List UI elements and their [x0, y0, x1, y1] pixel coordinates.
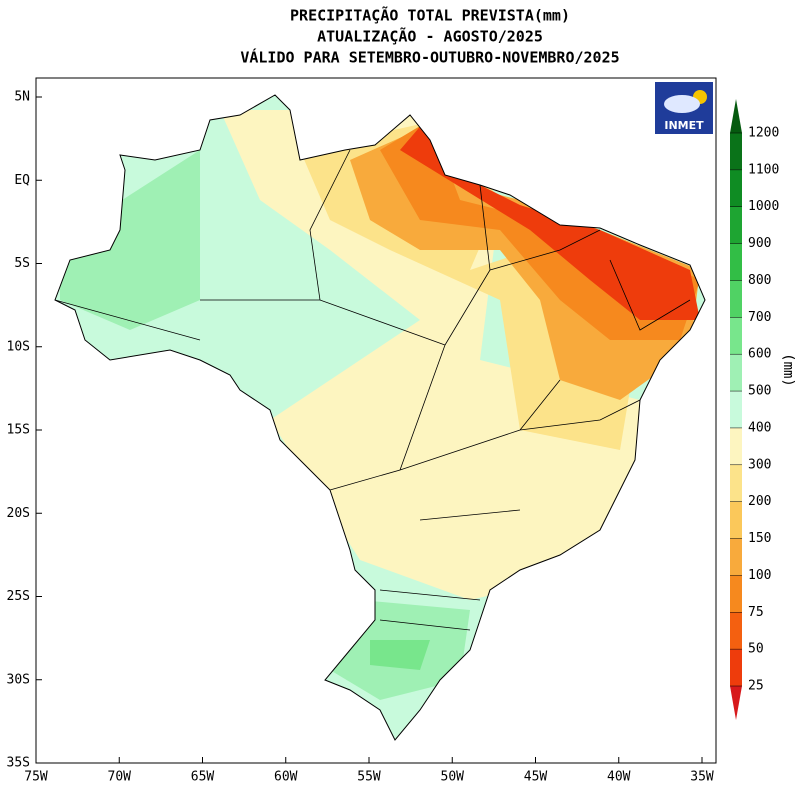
title-line: VÁLIDO PARA SETEMBRO-OUTUBRO-NOVEMBRO/20…	[240, 48, 619, 67]
y-tick-label: 15S	[7, 423, 30, 438]
colorbar-upper-triangle	[730, 99, 742, 133]
colorbar-segment	[730, 391, 742, 428]
x-tick-label: 65W	[191, 770, 215, 785]
x-tick-label: 50W	[441, 770, 465, 785]
colorbar-segment	[730, 538, 742, 576]
state-borders	[54, 149, 691, 631]
title-line: ATUALIZAÇÃO - AGOSTO/2025	[317, 27, 543, 46]
colorbar-segment	[730, 243, 742, 281]
y-tick-label: 35S	[7, 756, 30, 771]
x-tick-label: 35W	[690, 770, 714, 785]
colorbar-segment	[730, 169, 742, 207]
y-tick-label: 20S	[7, 506, 30, 521]
colorbar-tick-label: 700	[748, 310, 771, 325]
colorbar-tick-label: 1100	[748, 162, 779, 177]
colorbar-segment	[730, 464, 742, 502]
colorbar-segment	[730, 206, 742, 244]
colorbar-tick-label: 50	[748, 642, 764, 657]
colorbar-lower-triangle	[730, 686, 742, 720]
colorbar-tick-label: 300	[748, 457, 771, 472]
logo-text: INMET	[664, 119, 704, 132]
colorbar-tick-label: 25	[748, 679, 764, 694]
y-tick-label: EQ	[14, 173, 30, 188]
colorbar-segment	[730, 501, 742, 539]
colorbar-tick-label: 1000	[748, 199, 779, 214]
colorbar-segment	[730, 649, 742, 686]
colorbar-segment	[730, 133, 742, 170]
colorbar-segment	[730, 612, 742, 650]
colorbar-segment	[730, 427, 742, 465]
x-tick-label: 60W	[274, 770, 298, 785]
y-tick-label: 5N	[14, 90, 30, 105]
x-tick-label: 55W	[357, 770, 381, 785]
colorbar-tick-label: 75	[748, 605, 764, 620]
country-border	[54, 94, 706, 741]
x-tick-label: 75W	[24, 770, 48, 785]
colorbar-tick-label: 900	[748, 236, 771, 251]
x-tick-label: 40W	[607, 770, 631, 785]
colorbar-tick-label: 800	[748, 273, 771, 288]
x-tick-label: 45W	[524, 770, 548, 785]
logo-cloud	[664, 95, 700, 113]
colorbar-label: (mm)	[780, 353, 796, 387]
colorbar-segment	[730, 317, 742, 355]
x-tick-label: 70W	[108, 770, 132, 785]
y-tick-label: 25S	[7, 589, 30, 604]
colorbar-tick-label: 1200	[748, 126, 779, 141]
colorbar-tick-label: 400	[748, 420, 771, 435]
y-tick-label: 5S	[14, 256, 30, 271]
y-tick-label: 10S	[7, 339, 30, 354]
title-line: PRECIPITAÇÃO TOTAL PREVISTA(mm)	[290, 6, 570, 25]
colorbar-segment	[730, 575, 742, 613]
colorbar-tick-label: 150	[748, 531, 771, 546]
y-tick-label: 30S	[7, 672, 30, 687]
colorbar-segment	[730, 354, 742, 392]
colorbar-segment	[730, 280, 742, 318]
colorbar-tick-label: 100	[748, 568, 771, 583]
colorbar-tick-label: 500	[748, 384, 771, 399]
colorbar-tick-label: 200	[748, 494, 771, 509]
colorbar-tick-label: 600	[748, 347, 771, 362]
